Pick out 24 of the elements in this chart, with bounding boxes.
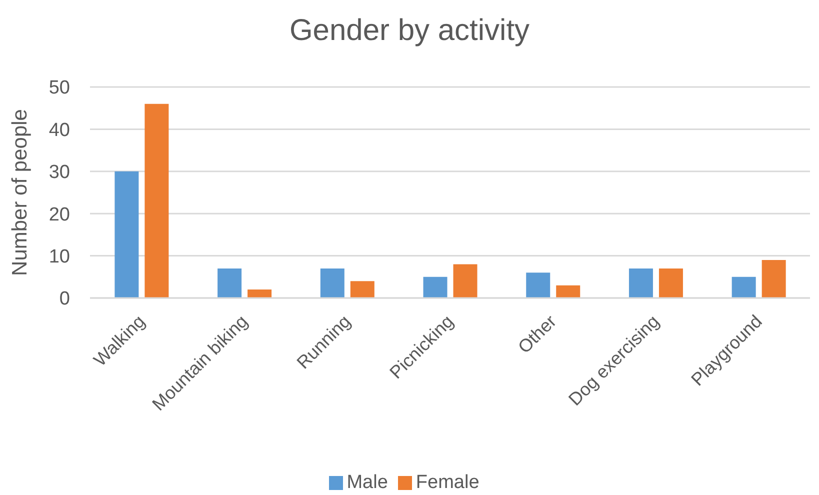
bar — [320, 268, 344, 298]
y-tick-label: 20 — [48, 204, 70, 226]
y-tick-label: 50 — [48, 78, 70, 99]
legend-label: Male — [346, 472, 388, 493]
y-tick-label: 0 — [59, 288, 70, 310]
bar — [218, 268, 242, 298]
legend-label: Female — [416, 472, 480, 493]
y-tick-label: 40 — [48, 120, 70, 141]
y-axis-title: Number of people — [8, 109, 32, 276]
bar — [762, 260, 786, 298]
y-tick-label: 30 — [48, 162, 70, 184]
bar — [453, 264, 478, 298]
bar — [423, 276, 448, 298]
bar — [628, 268, 653, 298]
bar — [526, 272, 550, 298]
bar — [248, 290, 272, 298]
bar — [732, 276, 756, 298]
y-tick-label: 10 — [48, 246, 70, 268]
bar — [350, 281, 374, 298]
bar — [114, 171, 139, 298]
bar — [144, 104, 169, 298]
bar — [658, 268, 683, 298]
bar — [556, 285, 580, 298]
chart-title: Gender by activity — [288, 14, 531, 48]
